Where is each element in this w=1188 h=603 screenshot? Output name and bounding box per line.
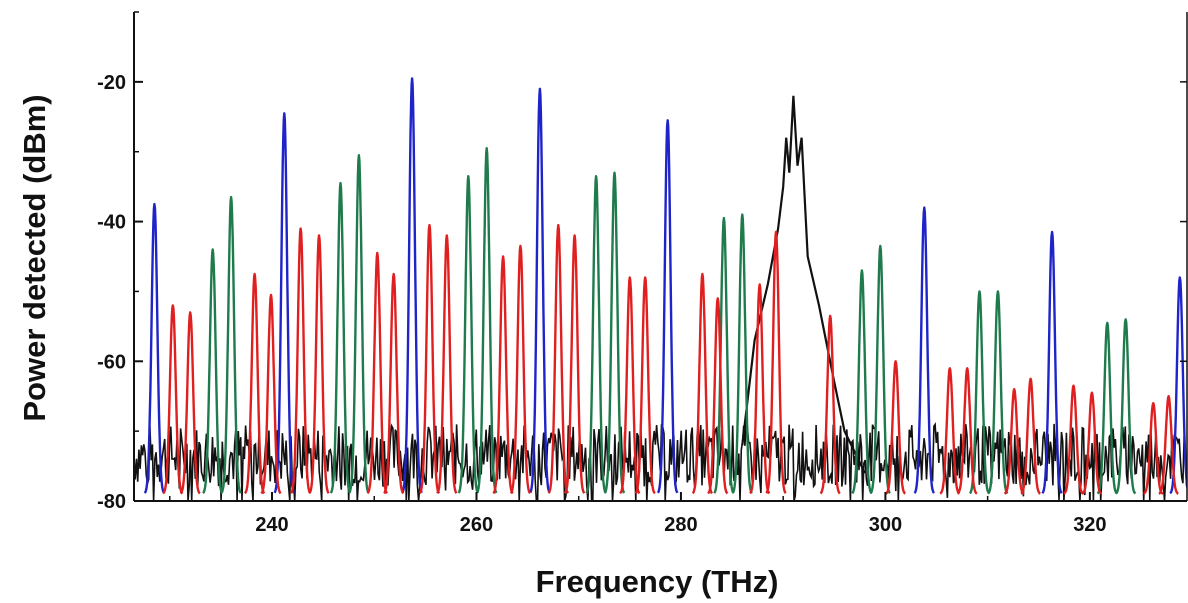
comb-line-peak	[913, 206, 935, 494]
comb-line-peak	[656, 119, 679, 494]
comb-line-peak	[563, 234, 586, 494]
comb-line-peak	[273, 112, 296, 494]
comb-line-peak	[202, 248, 224, 494]
comb-line-peak	[634, 276, 656, 495]
comb-line-peak	[1096, 321, 1118, 495]
y-tick-label: -80	[97, 491, 126, 513]
comb-line-peak	[329, 181, 352, 494]
comb-line-peak	[691, 272, 713, 495]
comb-line-peak	[244, 272, 266, 495]
x-tick-label: 320	[1073, 514, 1106, 536]
comb-line-peak	[1081, 391, 1103, 495]
comb-line-peak	[475, 147, 498, 494]
comb-line-peak	[436, 234, 458, 494]
comb-line-peak	[492, 255, 514, 495]
comb-line-peak	[603, 171, 626, 494]
comb-line-peak	[619, 276, 641, 495]
x-tick-label: 300	[869, 514, 902, 536]
comb-line-peak	[585, 175, 607, 494]
comb-line-peak	[885, 360, 906, 495]
comb-line-peak	[401, 77, 423, 494]
comb-line-peak	[765, 230, 787, 494]
x-tick-label: 240	[255, 514, 288, 536]
x-tick-label: 260	[460, 514, 493, 536]
comb-line-peak	[220, 195, 242, 494]
comb-line-peak	[1041, 230, 1063, 494]
x-tick-label: 280	[664, 514, 697, 536]
comb-line-peak	[366, 251, 388, 494]
comb-line-peak	[308, 234, 330, 494]
comb-line-peak	[731, 213, 753, 494]
spectrum-traces	[134, 77, 1187, 501]
comb-line-peak	[289, 227, 312, 494]
comb-line-peak	[713, 216, 735, 494]
y-tick-label: -60	[97, 351, 126, 373]
comb-line-peak	[819, 314, 841, 495]
comb-line-peak	[869, 244, 891, 494]
comb-line-peak	[1142, 402, 1164, 495]
comb-line-peak	[851, 269, 873, 495]
comb-line-peak	[457, 175, 480, 494]
comb-line-peak	[529, 87, 551, 494]
comb-line-peak	[348, 154, 370, 494]
comb-line-peak	[1063, 384, 1084, 495]
y-tick-label: -20	[97, 72, 126, 94]
plot-frame	[133, 12, 1188, 502]
comb-line-peak	[939, 367, 961, 495]
y-tick-label: -40	[97, 212, 126, 234]
comb-line-peak	[547, 223, 569, 494]
comb-line-peak	[1158, 395, 1179, 495]
comb-line-peak	[956, 367, 978, 495]
comb-line-peak	[162, 304, 184, 495]
comb-line-peak	[509, 244, 532, 495]
comb-line-peak	[749, 283, 771, 495]
comb-line-peak	[987, 290, 1009, 495]
comb-line-peak	[707, 297, 729, 495]
comb-line-peak	[1115, 318, 1137, 495]
comb-line-peak	[1020, 377, 1041, 495]
comb-line-peak	[179, 311, 201, 495]
comb-line-peak	[418, 223, 441, 494]
comb-line-peak	[260, 293, 282, 495]
x-axis-title: Frequency (THz)	[536, 564, 779, 599]
axis-ticks: 240 260 280 300 320 -20 -40 -60 -80	[97, 11, 1187, 536]
comb-line-peak	[1003, 388, 1025, 495]
comb-line-peak	[143, 202, 166, 494]
y-axis-title: Power detected (dBm)	[17, 94, 52, 421]
comb-line-peak	[383, 272, 405, 495]
